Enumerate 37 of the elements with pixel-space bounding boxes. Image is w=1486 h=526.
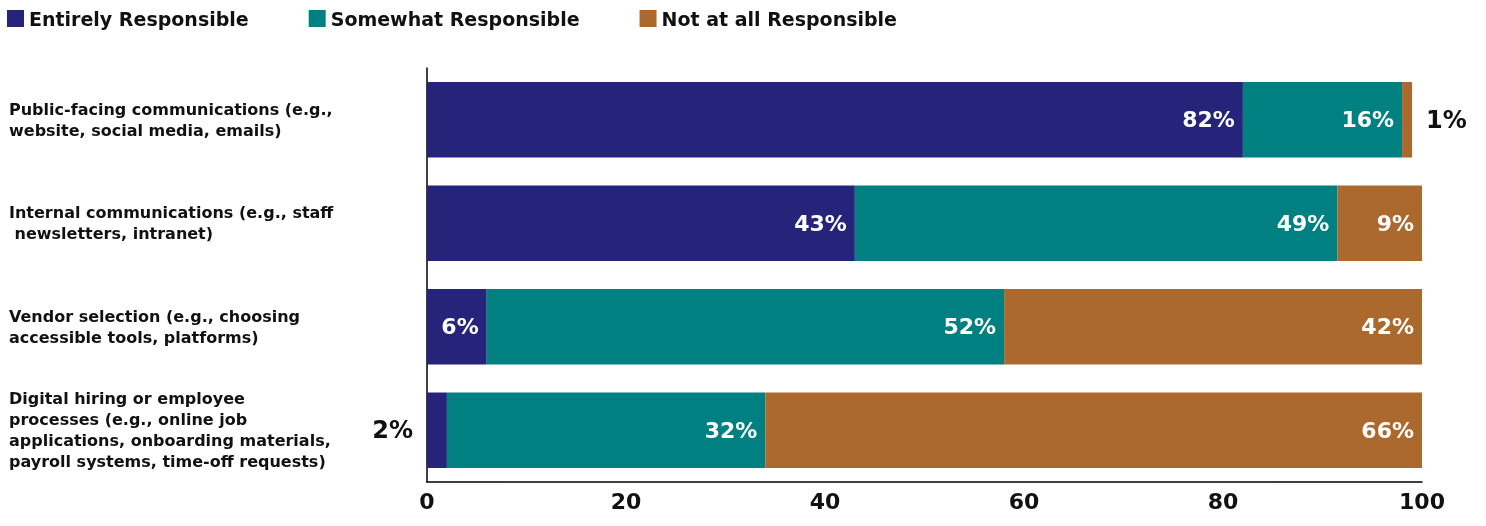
x-tick-label: 40 xyxy=(809,488,841,514)
bar xyxy=(765,392,1422,469)
data-label: 6% xyxy=(441,314,479,340)
x-tick-label: 20 xyxy=(610,488,642,514)
data-label: 2% xyxy=(372,416,413,445)
legend-label: Somewhat Responsible xyxy=(330,7,580,30)
x-tick-label: 80 xyxy=(1207,488,1239,514)
data-label: 9% xyxy=(1376,210,1414,236)
data-label: 32% xyxy=(704,417,758,443)
data-label: 66% xyxy=(1361,417,1414,443)
bar xyxy=(854,185,1338,262)
data-label: 52% xyxy=(943,314,997,340)
data-label: 82% xyxy=(1182,107,1235,133)
x-tick-label: 0 xyxy=(419,488,435,514)
bar xyxy=(1242,81,1403,158)
bar xyxy=(427,81,1243,158)
y-tick-label: Vendor selection (e.g., choosing accessible tools, platforms) xyxy=(9,306,306,347)
data-label: 1% xyxy=(1426,105,1467,134)
bar xyxy=(427,392,447,469)
y-tick-label: Public-facing communications (e.g., website, social media, emails) xyxy=(9,99,339,140)
x-tick-label: 100 xyxy=(1399,488,1445,514)
legend-label: Not at all Responsible xyxy=(661,7,898,30)
bar xyxy=(427,185,855,262)
bar xyxy=(486,288,1005,365)
bar xyxy=(446,392,766,469)
bar xyxy=(1337,185,1422,262)
y-tick-label: Internal communications (e.g., staff newsletters, intranet) xyxy=(9,203,335,244)
legend-label: Entirely Responsible xyxy=(29,7,249,30)
data-label: 42% xyxy=(1361,314,1414,340)
bar xyxy=(1004,288,1422,365)
y-tick-label: Digital hiring or employee processes (e.g., online job applications, onboarding materials, payroll systems, time-off requests) xyxy=(9,389,337,472)
data-label: 43% xyxy=(794,210,847,236)
data-label: 49% xyxy=(1276,210,1330,236)
bar xyxy=(427,288,487,365)
x-tick-label: 60 xyxy=(1008,488,1040,514)
bar xyxy=(1402,81,1413,158)
data-label: 16% xyxy=(1341,107,1395,133)
